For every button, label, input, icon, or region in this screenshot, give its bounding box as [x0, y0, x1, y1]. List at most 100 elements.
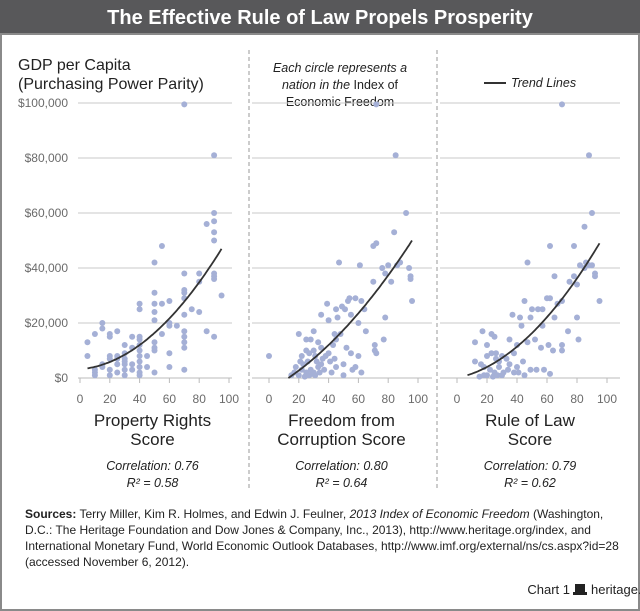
- note-line2: nation in the Index of: [282, 78, 399, 92]
- sources-label: Sources:: [25, 507, 77, 521]
- data-point: [316, 369, 323, 376]
- data-point: [312, 372, 319, 379]
- data-point: [91, 366, 98, 373]
- data-point: [203, 221, 210, 227]
- data-point: [407, 276, 414, 282]
- chart-number: Chart 1: [527, 582, 570, 597]
- data-point: [99, 320, 106, 326]
- data-point: [494, 372, 501, 379]
- data-point: [586, 152, 592, 159]
- data-point: [559, 347, 565, 354]
- data-point: [589, 210, 595, 216]
- data-point: [403, 210, 410, 216]
- data-point: [355, 353, 362, 359]
- data-point: [158, 243, 165, 249]
- data-point: [370, 278, 377, 285]
- data-point: [514, 364, 520, 370]
- chart-frame: [0, 33, 640, 611]
- data-point: [505, 366, 511, 373]
- data-point: [114, 328, 121, 335]
- data-point: [151, 339, 158, 346]
- data-point: [358, 298, 365, 304]
- data-point: [340, 361, 347, 368]
- data-point: [121, 342, 128, 348]
- data-point: [106, 372, 113, 379]
- data-point: [559, 101, 565, 108]
- data-point: [136, 372, 143, 379]
- note-line2-roman: Index of: [354, 78, 399, 92]
- x-tick-label: 60: [540, 392, 554, 406]
- x-tick-label: 100: [219, 392, 239, 406]
- data-point: [524, 339, 531, 346]
- data-point: [136, 306, 143, 313]
- data-point: [114, 369, 121, 376]
- data-point: [211, 229, 218, 236]
- title-bar: [0, 0, 640, 34]
- data-point: [328, 369, 335, 376]
- correlation-label: Correlation: 0.76: [106, 459, 198, 473]
- data-point: [211, 333, 218, 340]
- data-point: [136, 364, 143, 370]
- data-point: [373, 240, 380, 247]
- data-point: [493, 350, 499, 357]
- data-point: [136, 358, 143, 365]
- data-point: [571, 273, 577, 280]
- data-point: [491, 333, 498, 340]
- sources-title: 2013 Index of Economic Freedom: [349, 507, 530, 521]
- data-point: [106, 355, 113, 362]
- data-point: [484, 342, 490, 348]
- note-line3: Economic Freedom: [286, 95, 394, 109]
- data-point: [535, 306, 541, 313]
- data-point: [310, 328, 317, 335]
- data-point: [506, 361, 513, 368]
- data-point: [511, 369, 517, 376]
- data-point: [391, 229, 398, 236]
- r-squared-label: R² = 0.58: [127, 476, 179, 490]
- data-point: [575, 336, 582, 343]
- data-point: [341, 306, 348, 313]
- data-point: [129, 361, 136, 368]
- data-point: [539, 306, 546, 313]
- data-point: [84, 353, 91, 359]
- data-point: [181, 333, 188, 340]
- data-point: [211, 237, 218, 244]
- data-point: [158, 331, 165, 337]
- data-point: [352, 295, 359, 302]
- data-point: [297, 358, 304, 365]
- data-point: [324, 300, 331, 307]
- data-point: [136, 300, 143, 307]
- data-point: [211, 210, 218, 216]
- x-tick-label: 40: [322, 392, 336, 406]
- data-point: [517, 314, 523, 321]
- correlation-label: Correlation: 0.80: [295, 459, 387, 473]
- data-point: [356, 262, 363, 269]
- data-point: [295, 372, 302, 379]
- data-point: [325, 350, 332, 357]
- data-point: [346, 295, 353, 302]
- data-point: [84, 339, 91, 346]
- data-point: [527, 314, 534, 321]
- data-point: [121, 358, 128, 365]
- data-point: [196, 309, 203, 315]
- data-point: [333, 364, 340, 370]
- data-point: [334, 314, 341, 321]
- data-point: [327, 358, 334, 365]
- trend-line: [87, 248, 223, 370]
- data-point: [500, 369, 507, 376]
- data-point: [307, 336, 314, 343]
- data-point: [373, 350, 380, 357]
- data-point: [298, 353, 305, 359]
- data-point: [481, 372, 487, 379]
- data-point: [574, 281, 580, 288]
- data-point: [343, 344, 350, 351]
- data-point: [151, 309, 158, 315]
- data-point: [181, 287, 188, 293]
- r-squared-label: R² = 0.64: [316, 476, 368, 490]
- data-point: [547, 243, 553, 249]
- data-point: [521, 298, 528, 304]
- data-point: [596, 298, 603, 304]
- data-point: [99, 325, 106, 332]
